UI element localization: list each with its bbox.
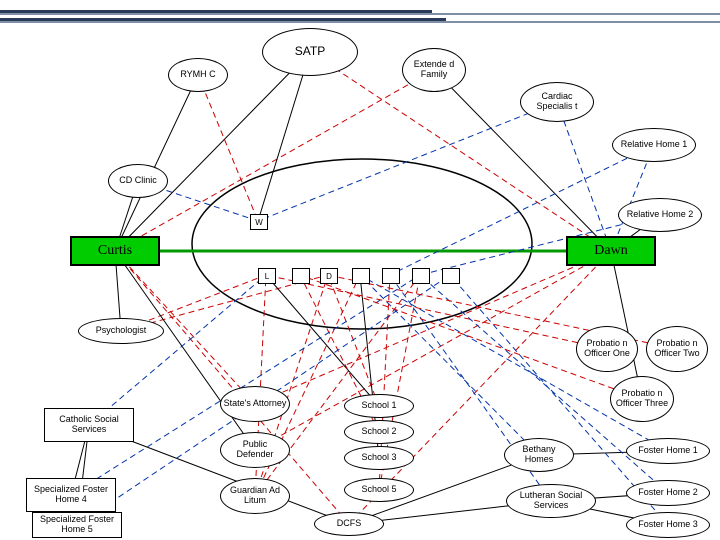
node-fh2: Foster Home 2 xyxy=(626,480,710,506)
small-square-D: D xyxy=(320,268,338,284)
node-school1: School 1 xyxy=(344,394,414,418)
node-cardiac: Cardiac Specialis t xyxy=(520,82,594,122)
node-dcfs: DCFS xyxy=(314,512,384,536)
node-rymhc: RYMH C xyxy=(168,58,228,92)
node-cdclinic: CD Clinic xyxy=(108,164,168,198)
small-square-s3 xyxy=(382,268,400,284)
node-dawn: Dawn xyxy=(566,236,656,266)
node-extfam: Extende d Family xyxy=(402,48,466,92)
small-square-W: W xyxy=(250,214,268,230)
node-spfh4: Specialized Foster Home 4 xyxy=(26,478,116,512)
small-square-s5 xyxy=(442,268,460,284)
small-square-L: L xyxy=(258,268,276,284)
node-fh3: Foster Home 3 xyxy=(626,512,710,538)
node-po2: Probatio n Officer Two xyxy=(646,326,708,372)
node-spfh5: Specialized Foster Home 5 xyxy=(32,512,122,538)
node-satp: SATP xyxy=(262,28,358,76)
node-relhome2: Relative Home 2 xyxy=(618,198,702,232)
node-school5: School 5 xyxy=(344,478,414,502)
node-gal: Guardian Ad Litum xyxy=(220,478,290,514)
node-fh1: Foster Home 1 xyxy=(626,438,710,464)
node-school2: School 2 xyxy=(344,420,414,444)
node-luthsoc: Lutheran Social Services xyxy=(506,484,596,518)
node-relhome1: Relative Home 1 xyxy=(612,128,696,162)
node-cathss: Catholic Social Services xyxy=(44,408,134,442)
node-psych: Psychologist xyxy=(78,318,164,344)
node-po3: Probatio n Officer Three xyxy=(610,376,674,422)
node-curtis: Curtis xyxy=(70,236,160,266)
small-square-s2 xyxy=(352,268,370,284)
small-square-s4 xyxy=(412,268,430,284)
node-school3: School 3 xyxy=(344,446,414,470)
node-stateatty: State's Attorney xyxy=(220,386,290,422)
small-square-s1 xyxy=(292,268,310,284)
node-bethany: Bethany Homes xyxy=(504,438,574,472)
node-po1: Probatio n Officer One xyxy=(576,326,638,372)
node-pubdef: Public Defender xyxy=(220,432,290,468)
